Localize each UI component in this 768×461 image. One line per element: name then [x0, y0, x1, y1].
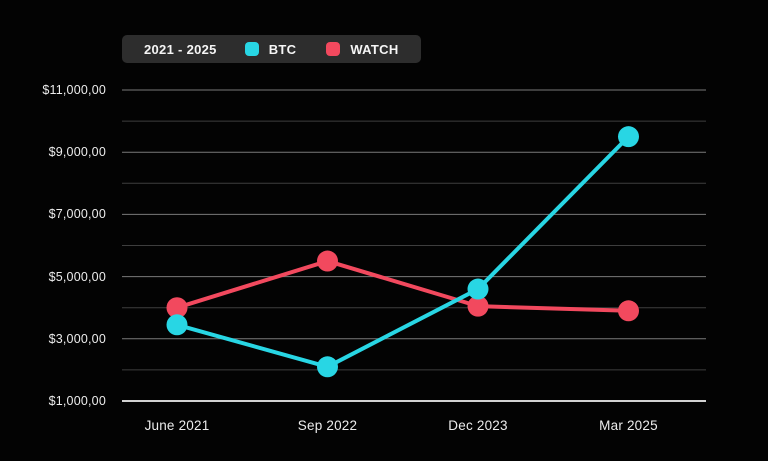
data-point-watch-0[interactable] [166, 297, 188, 319]
chart-legend: 2021 - 2025 BTC WATCH [122, 35, 421, 63]
data-point-btc-1[interactable] [317, 356, 338, 378]
data-point-btc-2[interactable] [467, 278, 489, 300]
watch-color-swatch [326, 42, 341, 56]
legend-item-btc[interactable]: BTC [244, 41, 297, 57]
y-axis-tick-label: $3,000,00 [48, 331, 106, 346]
y-axis-tick-label: $9,000,00 [48, 145, 106, 160]
x-axis-tick-label: June 2021 [144, 418, 210, 433]
btc-color-swatch [244, 42, 259, 56]
data-point-btc-3[interactable] [618, 126, 639, 148]
y-axis-tick-label: $11,000,00 [42, 83, 106, 97]
data-point-btc-0[interactable] [166, 314, 188, 336]
x-axis-tick-label: Dec 2023 [448, 418, 508, 433]
legend-item-label: BTC [268, 41, 297, 57]
x-axis-tick-label: Mar 2025 [599, 418, 658, 433]
data-point-watch-1[interactable] [317, 250, 338, 272]
series-line-btc [175, 134, 631, 369]
legend-item-label: WATCH [350, 41, 399, 57]
y-axis-tick-label: $1,000,00 [48, 394, 106, 408]
y-axis-tick-label: $7,000,00 [48, 207, 106, 222]
data-point-watch-2[interactable] [467, 295, 489, 317]
series-line-watch [175, 259, 631, 313]
x-axis-tick-label: Sep 2022 [297, 418, 358, 433]
y-axis-tick-label: $5,000,00 [48, 269, 106, 284]
legend-items: BTC WATCH [244, 41, 399, 57]
legend-item-watch[interactable]: WATCH [326, 42, 398, 57]
data-point-watch-3[interactable] [618, 300, 639, 322]
legend-period-label: 2021 - 2025 [144, 41, 217, 57]
